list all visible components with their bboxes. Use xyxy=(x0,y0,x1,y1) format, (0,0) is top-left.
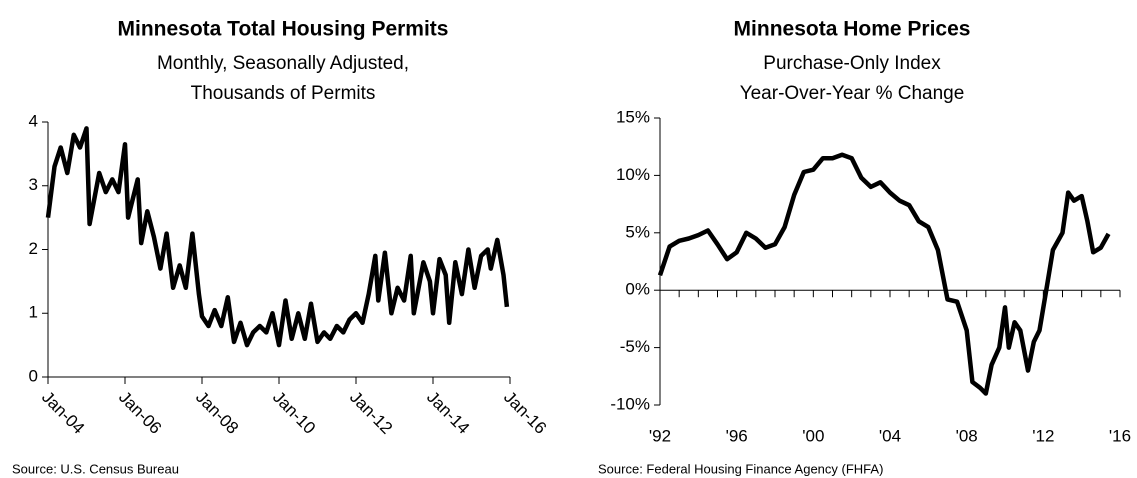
x-tick-label: '12 xyxy=(1032,426,1054,445)
x-tick-label: Jan-06 xyxy=(115,388,165,438)
y-tick-label: 0% xyxy=(625,280,650,299)
x-tick-label: Jan-12 xyxy=(346,388,396,438)
x-tick-label: Jan-16 xyxy=(500,388,550,438)
chart-title: Minnesota Home Prices xyxy=(734,18,971,41)
chart-subtitle: Monthly, Seasonally Adjusted, xyxy=(157,53,409,74)
data-line xyxy=(45,126,510,348)
y-tick-label: 5% xyxy=(625,222,650,241)
source-note: Source: Federal Housing Finance Agency (… xyxy=(598,461,883,476)
x-tick-label: '00 xyxy=(802,426,824,445)
x-tick-label: Jan-04 xyxy=(38,388,88,438)
chart-subtitle: Purchase-Only Index xyxy=(763,53,941,74)
x-tick-label: Jan-08 xyxy=(192,388,242,438)
x-tick-label: Jan-14 xyxy=(423,388,473,438)
chart-title: Minnesota Total Housing Permits xyxy=(118,18,449,41)
source-note: Source: U.S. Census Bureau xyxy=(12,461,179,476)
x-tick-label: '92 xyxy=(649,426,671,445)
y-tick-label: 3 xyxy=(29,175,38,194)
y-tick-label: -10% xyxy=(610,394,650,413)
x-tick-label: '16 xyxy=(1109,426,1131,445)
data-line xyxy=(657,152,1111,396)
chart-subtitle: Thousands of Permits xyxy=(191,83,376,104)
x-tick-label: '04 xyxy=(879,426,901,445)
y-tick-label: 2 xyxy=(29,239,38,258)
y-tick-label: 0 xyxy=(29,366,38,385)
y-tick-label: 1 xyxy=(29,303,38,322)
x-tick-label: '96 xyxy=(726,426,748,445)
x-tick-label: '08 xyxy=(956,426,978,445)
y-tick-label: 15% xyxy=(616,107,650,126)
y-tick-label: 10% xyxy=(616,165,650,184)
x-tick-label: Jan-10 xyxy=(269,388,319,438)
y-tick-label: -5% xyxy=(620,337,650,356)
y-tick-label: 4 xyxy=(29,111,38,130)
chart-subtitle: Year-Over-Year % Change xyxy=(740,83,965,104)
